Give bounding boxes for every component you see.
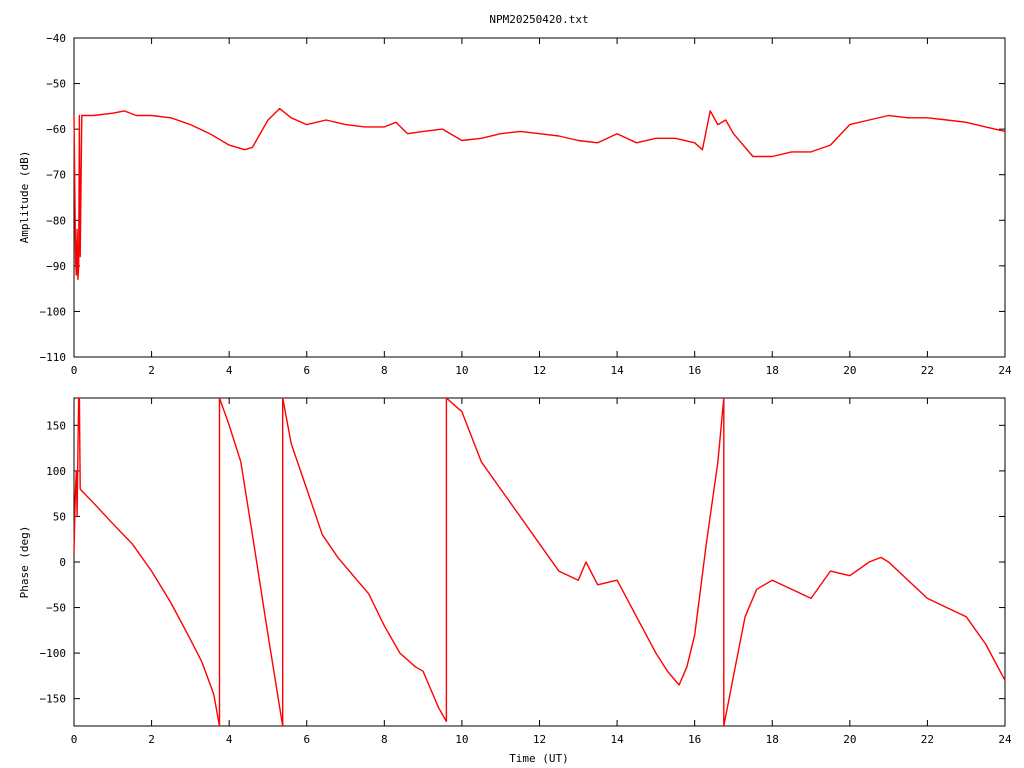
- phase-panel: 0 2 4 6 8 10 12 14 16 18 20 22 24−150−100−5005010015…: [18, 397, 1012, 746]
- amplitude-x-tick-label: 8: [381, 364, 388, 377]
- amplitude-y-tick-label: −110: [40, 351, 67, 364]
- amplitude-x-tick-label: 2: [148, 364, 155, 377]
- phase-series-line: [73, 397, 1006, 727]
- phase-x-tick-label: 14: [610, 733, 624, 746]
- x-axis-title: Time (UT): [509, 752, 569, 765]
- amplitude-x-tick-label: 10: [455, 364, 468, 377]
- phase-x-tick-label: 8: [381, 733, 388, 746]
- amplitude-y-tick-label: −100: [40, 305, 67, 318]
- amplitude-x-tick-label: 6: [303, 364, 310, 377]
- phase-ticks: 0 2 4 6 8 10 12 14 16 18 20 22 24−150−100−5005010015…: [40, 398, 1012, 746]
- amplitude-y-tick-label: −70: [46, 169, 66, 182]
- amplitude-x-tick-label: 16: [688, 364, 701, 377]
- amplitude-x-tick-label: 14: [610, 364, 624, 377]
- phase-y-tick-label: 150: [46, 419, 66, 432]
- amplitude-x-tick-label: 0: [71, 364, 78, 377]
- phase-x-tick-label: 24: [998, 733, 1012, 746]
- phase-x-tick-label: 22: [921, 733, 934, 746]
- phase-y-tick-label: 50: [53, 510, 66, 523]
- amplitude-x-tick-label: 18: [766, 364, 779, 377]
- phase-y-tick-label: −150: [40, 693, 67, 706]
- amplitude-y-tick-label: −60: [46, 123, 66, 136]
- phase-y-tick-label: 0: [59, 556, 66, 569]
- phase-x-tick-label: 6: [303, 733, 310, 746]
- phase-x-tick-label: 2: [148, 733, 155, 746]
- amplitude-x-tick-label: 12: [533, 364, 546, 377]
- amplitude-y-tick-label: −50: [46, 78, 66, 91]
- phase-y-tick-label: −50: [46, 602, 66, 615]
- phase-y-tick-label: −100: [40, 647, 67, 660]
- phase-y-tick-label: 100: [46, 465, 66, 478]
- amplitude-x-tick-label: 20: [843, 364, 856, 377]
- amplitude-y-tick-label: −80: [46, 214, 66, 227]
- phase-x-tick-label: 12: [533, 733, 546, 746]
- amplitude-x-tick-label: 24: [998, 364, 1012, 377]
- amplitude-y-axis-title: Amplitude (dB): [18, 151, 31, 244]
- phase-x-tick-label: 4: [226, 733, 233, 746]
- amplitude-x-tick-label: 4: [226, 364, 233, 377]
- phase-x-tick-label: 20: [843, 733, 856, 746]
- phase-x-tick-label: 10: [455, 733, 468, 746]
- phase-x-tick-label: 18: [766, 733, 779, 746]
- amplitude-y-tick-label: −40: [46, 32, 66, 45]
- amplitude-x-tick-label: 22: [921, 364, 934, 377]
- phase-y-axis-title: Phase (deg): [18, 526, 31, 599]
- phase-x-tick-label: 0: [71, 733, 78, 746]
- chart-title: NPM20250420.txt: [489, 13, 588, 26]
- amplitude-series-line: [73, 107, 1006, 281]
- amplitude-panel: 0 2 4 6 8 10 12 14 16 18 20 22 24−110−100−90−80−70−6…: [18, 32, 1012, 377]
- phase-x-tick-label: 16: [688, 733, 701, 746]
- amplitude-ticks: 0 2 4 6 8 10 12 14 16 18 20 22 24−110−100−90−80−70−6…: [40, 32, 1012, 377]
- amplitude-y-tick-label: −90: [46, 260, 66, 273]
